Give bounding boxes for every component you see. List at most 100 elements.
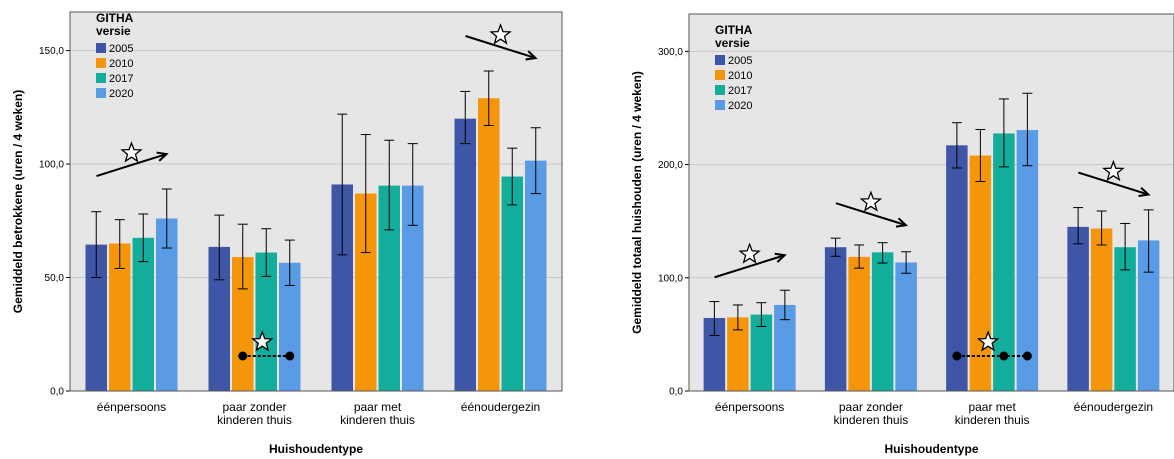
category-label: éénoudergezin xyxy=(1074,400,1153,414)
bar-2020-1 xyxy=(774,304,796,391)
category-label-line: kinderen thuis xyxy=(834,413,909,427)
legend-swatch-2017 xyxy=(96,73,106,83)
legend-title-line: versie xyxy=(715,36,750,50)
bar-2020-4 xyxy=(525,160,547,391)
plot-frame xyxy=(688,13,1174,392)
bar-2020-3 xyxy=(1016,130,1039,391)
legend-swatch-2010 xyxy=(715,70,725,80)
bar-2020-4 xyxy=(1137,240,1160,391)
category-label: paar zonder kinderen thuis xyxy=(834,400,909,427)
bar-2017-2 xyxy=(871,252,894,391)
bar-2010-4 xyxy=(478,98,500,392)
category-label: paar met kinderen thuis xyxy=(340,400,415,427)
legend-swatch-2020 xyxy=(715,100,725,110)
legend-title-line: GITHA xyxy=(96,11,134,25)
legend-swatch-2005 xyxy=(715,55,725,65)
significance-star xyxy=(859,190,883,212)
significance-star xyxy=(250,330,274,352)
x-axis-title: Huishoudentype xyxy=(269,442,363,456)
chart-panel-2: 0,0 100,0 200,0 300,0 éénpersoons paar zonder… xyxy=(630,13,1174,456)
bar-2010-2 xyxy=(848,256,870,391)
category-label-line: éénpersoons xyxy=(715,400,784,414)
bar-2017-4 xyxy=(1114,247,1136,391)
bar-2017-3 xyxy=(993,133,1015,391)
trend-arrow-head xyxy=(774,252,787,263)
category-label: paar zonder kinderen thuis xyxy=(217,400,292,427)
bar-2020-2 xyxy=(279,262,301,391)
legend-label-2005: 2005 xyxy=(728,55,752,67)
legend-title: GITHA versie xyxy=(96,11,134,38)
y-tick-label: 50,0 xyxy=(45,273,65,284)
bar-2010-2 xyxy=(232,257,254,391)
legend-label-2020: 2020 xyxy=(728,100,752,112)
trend-arrow-line xyxy=(835,202,907,227)
category-label-line: paar zonder xyxy=(839,400,903,414)
bar-2017-4 xyxy=(501,176,523,391)
bar-2020-1 xyxy=(156,218,178,391)
legend-label-2020: 2020 xyxy=(109,88,133,100)
pairwise-dot xyxy=(1022,351,1032,361)
y-tick-label: 200,0 xyxy=(658,160,683,171)
category-label: éénpersoons xyxy=(97,400,166,414)
bar-2010-1 xyxy=(109,243,131,391)
category-label-line: kinderen thuis xyxy=(340,413,415,427)
y-tick-label: 100,0 xyxy=(658,273,683,284)
legend-swatch-2005 xyxy=(96,43,106,53)
category-label-line: éénpersoons xyxy=(97,400,166,414)
x-axis-title: Huishoudentype xyxy=(884,442,978,456)
trend-arrow-head xyxy=(1138,187,1151,198)
trend-arrow-line xyxy=(96,153,167,177)
category-label-line: éénoudergezin xyxy=(1074,400,1153,414)
category-label: paar met kinderen thuis xyxy=(955,400,1030,427)
category-label: éénoudergezin xyxy=(461,400,540,414)
bar-2010-3 xyxy=(969,155,992,391)
pairwise-dot xyxy=(238,351,248,361)
y-axis-title: Gemiddeld totaal huishouden (uren / 4 we… xyxy=(630,71,644,334)
bar-2010-3 xyxy=(355,193,377,391)
legend-label-2010: 2010 xyxy=(728,70,752,82)
bar-2005-2 xyxy=(208,246,230,391)
y-tick-label: 100,0 xyxy=(39,160,64,171)
category-label-line: éénoudergezin xyxy=(461,400,540,414)
trend-arrow-head xyxy=(156,151,169,162)
significance-star xyxy=(976,330,1000,352)
bar-2010-4 xyxy=(1090,228,1113,391)
bar-2005-4 xyxy=(454,118,476,391)
y-tick-label: 0,0 xyxy=(50,387,64,398)
significance-star xyxy=(489,23,512,45)
y-tick-label: 150,0 xyxy=(39,46,64,57)
bar-2017-2 xyxy=(255,252,277,391)
plot-frame xyxy=(69,11,563,392)
legend-title-line: versie xyxy=(96,24,131,38)
y-tick-label: 300,0 xyxy=(658,47,683,58)
category-label-line: paar met xyxy=(354,400,402,414)
bar-2005-3 xyxy=(331,184,353,391)
bar-2020-2 xyxy=(895,262,917,391)
legend-label-2010: 2010 xyxy=(109,58,133,70)
bar-2005-2 xyxy=(824,247,847,391)
significance-star xyxy=(738,242,761,264)
pairwise-dot xyxy=(285,351,295,361)
significance-star xyxy=(120,141,143,163)
trend-arrow-line xyxy=(714,254,785,279)
legend-title-line: GITHA xyxy=(715,23,753,37)
legend-label-2017: 2017 xyxy=(728,85,752,97)
bar-2005-1 xyxy=(703,317,726,391)
category-label-line: paar zonder xyxy=(222,400,286,414)
trend-arrow-head xyxy=(895,217,909,228)
y-tick-label: 0,0 xyxy=(669,387,683,398)
legend-swatch-2010 xyxy=(96,58,106,68)
y-axis-title: Gemiddeld betrokkene (uren / 4 weken) xyxy=(11,90,25,313)
trend-arrow-line xyxy=(1078,171,1149,196)
bar-2005-4 xyxy=(1067,226,1089,391)
legend-swatch-2017 xyxy=(715,85,725,95)
bar-2005-3 xyxy=(946,145,968,391)
trend-arrow-head xyxy=(525,50,538,61)
category-label-line: kinderen thuis xyxy=(955,413,1030,427)
category-label-line: kinderen thuis xyxy=(217,413,292,427)
legend-swatch-2020 xyxy=(96,88,106,98)
legend-label-2005: 2005 xyxy=(109,43,133,55)
